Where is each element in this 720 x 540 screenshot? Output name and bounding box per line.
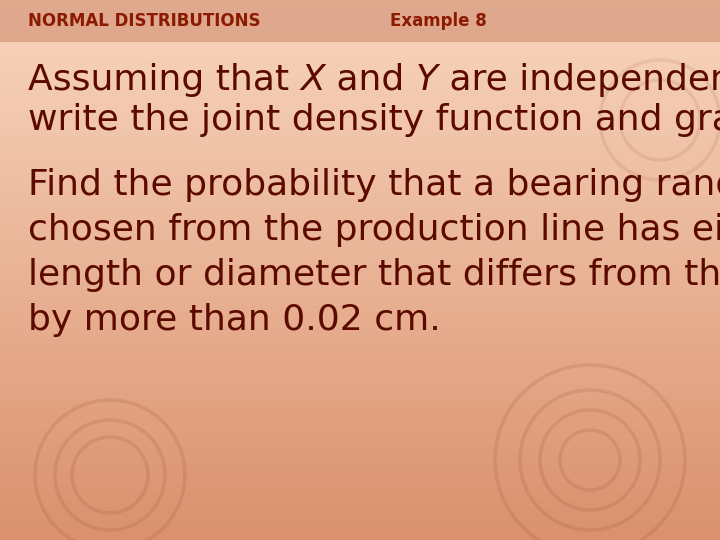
Text: chosen from the production line has either: chosen from the production line has eith… — [28, 213, 720, 247]
Text: are independent,: are independent, — [438, 63, 720, 97]
Text: Example 8: Example 8 — [390, 12, 487, 30]
Bar — [0, 0, 720, 42]
Text: write the joint density function and graph it.: write the joint density function and gra… — [28, 103, 720, 137]
Text: X: X — [301, 63, 325, 97]
Text: length or diameter that differs from the mean: length or diameter that differs from the… — [28, 258, 720, 292]
Text: and: and — [325, 63, 416, 97]
Bar — [0, 0, 720, 42]
Text: Y: Y — [416, 63, 438, 97]
Text: Find the probability that a bearing randomly: Find the probability that a bearing rand… — [28, 168, 720, 202]
Text: Assuming that: Assuming that — [28, 63, 301, 97]
Text: NORMAL DISTRIBUTIONS: NORMAL DISTRIBUTIONS — [28, 12, 261, 30]
Text: by more than 0.02 cm.: by more than 0.02 cm. — [28, 303, 441, 337]
